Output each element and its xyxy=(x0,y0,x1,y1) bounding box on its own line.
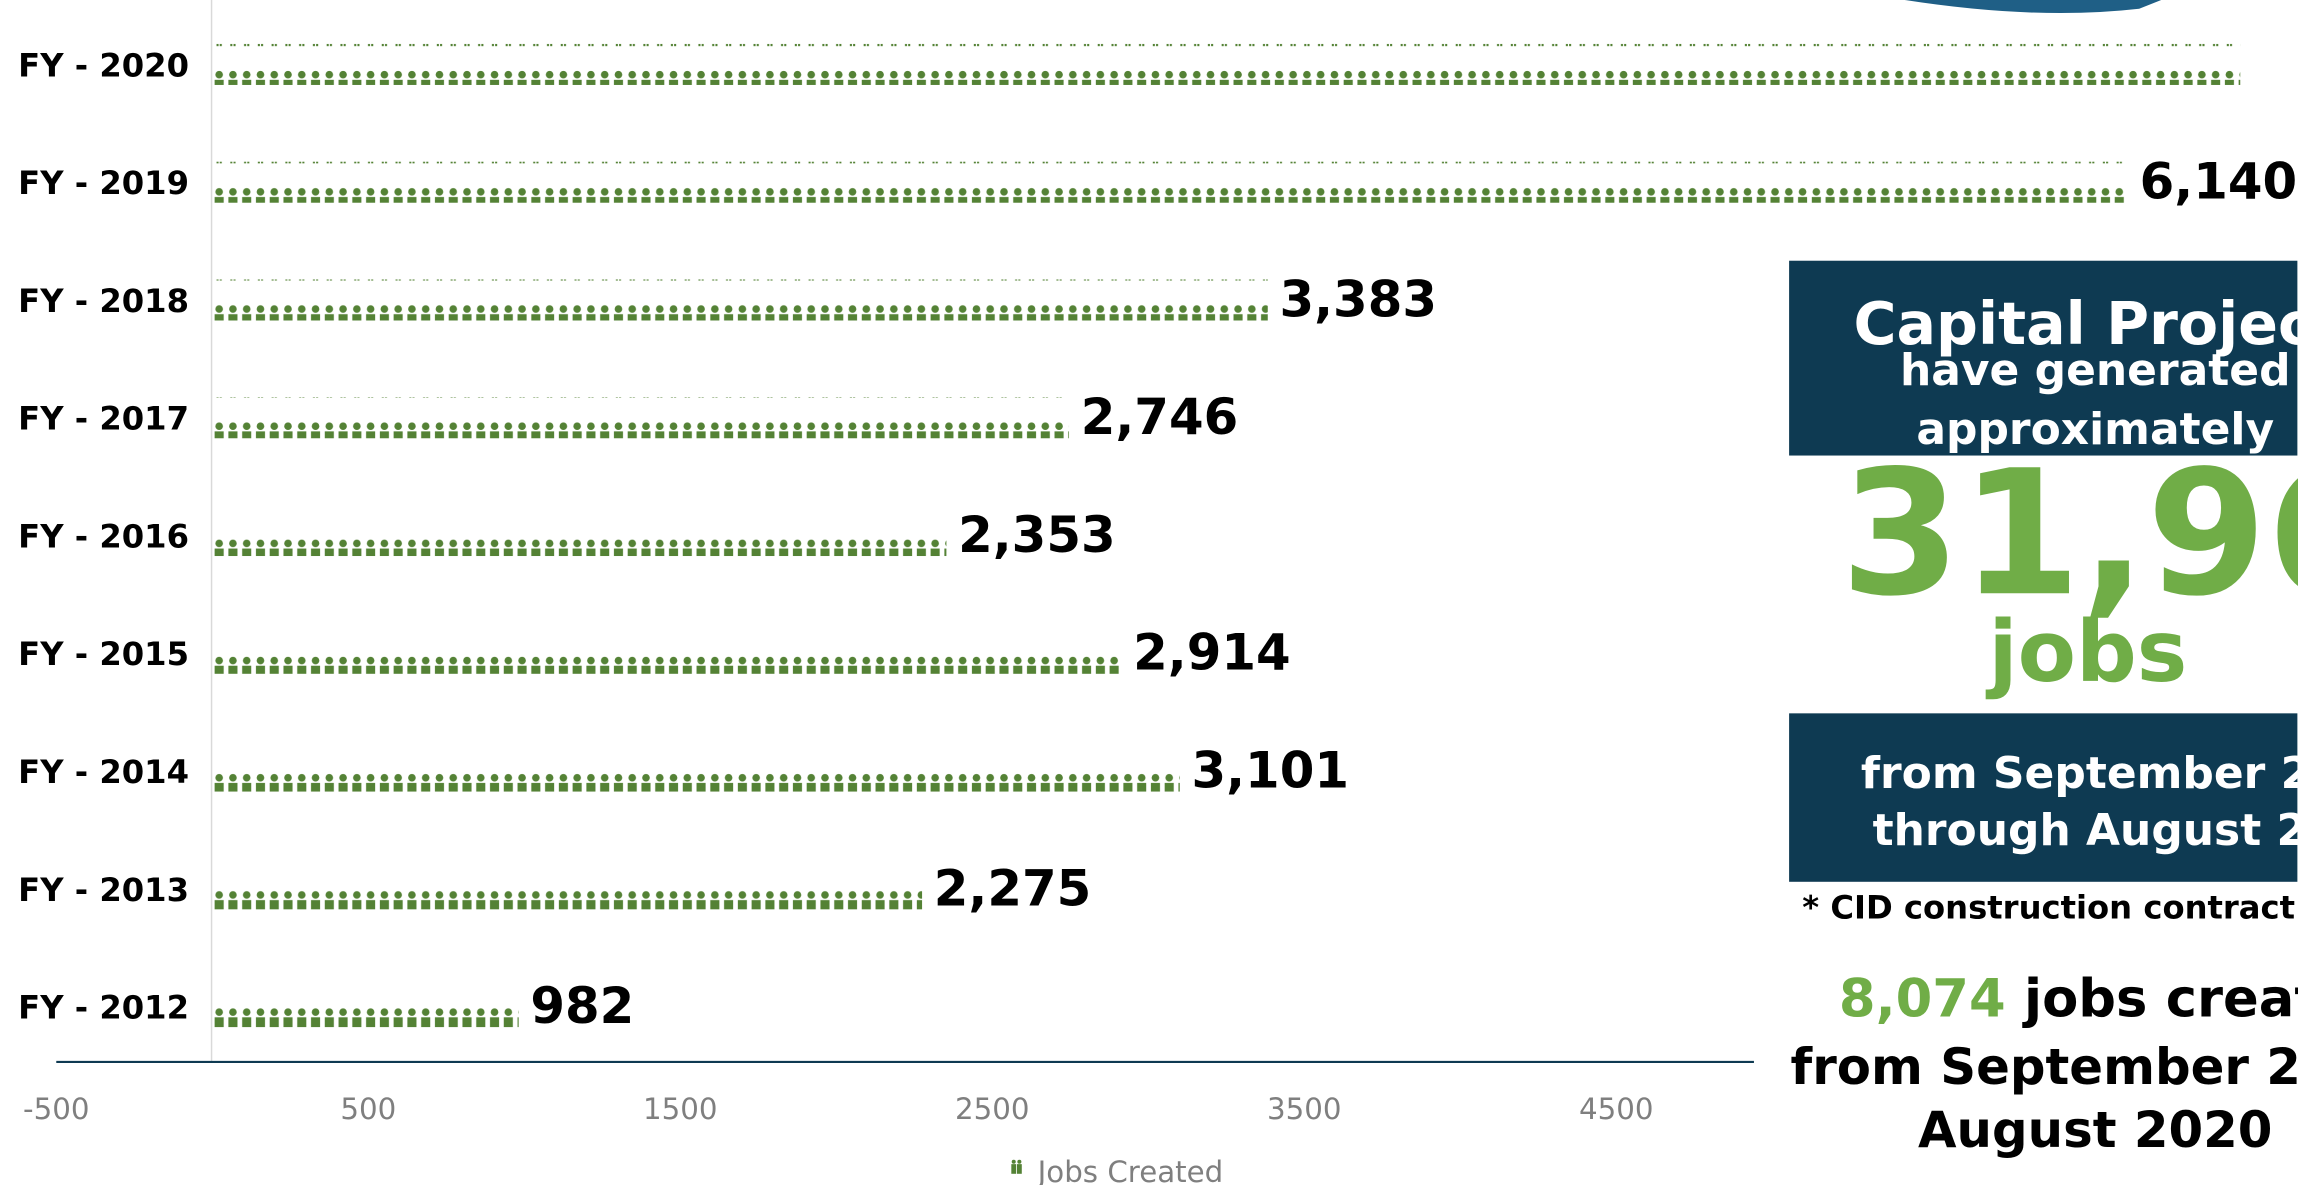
bar xyxy=(212,868,923,910)
cid-text: jobs create xyxy=(2006,969,2298,1030)
y-tick-label: FY - 2015 xyxy=(18,635,189,673)
panel-box xyxy=(1789,713,2298,882)
y-tick-label: FY - 2016 xyxy=(18,517,189,555)
x-tick-label: 4500 xyxy=(1579,1092,1654,1126)
y-tick-label: FY - 2013 xyxy=(18,871,189,909)
bar xyxy=(212,632,1122,674)
panel-line: from September 20 xyxy=(1861,748,2298,799)
legend-icon-part xyxy=(1017,1159,1022,1164)
panel-line: approximately xyxy=(1916,404,2274,455)
legend-icon-part xyxy=(1016,1164,1022,1174)
x-tick-label: 3500 xyxy=(1267,1092,1342,1126)
bar xyxy=(212,515,947,557)
y-tick-label: FY - 2018 xyxy=(18,282,189,320)
bar xyxy=(212,43,2241,85)
panel-heading: Capital Project xyxy=(1854,290,2298,358)
panel-line: through August 202 xyxy=(1873,805,2298,856)
panel-box xyxy=(1789,260,2298,456)
legend-icon-part xyxy=(1011,1159,1016,1164)
y-tick-label: FY - 2012 xyxy=(18,989,189,1027)
y-tick-label: FY - 2017 xyxy=(18,400,189,438)
panel-unit: jobs xyxy=(1986,603,2188,702)
y-tick-label: FY - 2014 xyxy=(18,753,189,791)
panel-total: 31,968 xyxy=(1840,433,2298,634)
legend-label: Jobs Created xyxy=(1036,1155,1224,1185)
bar xyxy=(212,986,519,1028)
value-label: 2,914 xyxy=(1133,624,1291,682)
panel-line: August 2020 xyxy=(1918,1101,2272,1159)
legend-icon xyxy=(1011,1159,1022,1174)
y-tick-label: FY - 2019 xyxy=(18,164,189,202)
x-tick-label: 2500 xyxy=(955,1092,1030,1126)
panel-cid: 8,074 jobs create xyxy=(1839,969,2298,1030)
value-label: 3,101 xyxy=(1191,741,1349,799)
x-tick-label: 1500 xyxy=(643,1092,718,1126)
legend-icon-part xyxy=(1011,1164,1017,1174)
x-tick-label: -500 xyxy=(23,1092,89,1126)
value-label: 982 xyxy=(530,977,634,1035)
value-label: 2,353 xyxy=(958,506,1116,564)
x-tick-label: 500 xyxy=(340,1092,396,1126)
cid-value: 8,074 xyxy=(1839,969,2006,1030)
bar xyxy=(212,750,1180,792)
bar xyxy=(212,397,1070,439)
panel-line: from September 201 xyxy=(1791,1038,2298,1096)
value-label: 3,383 xyxy=(1279,270,1437,328)
bar xyxy=(212,279,1268,321)
y-tick-label: FY - 2020 xyxy=(18,46,189,84)
bar xyxy=(212,161,2128,203)
value-label: 2,746 xyxy=(1081,388,1239,446)
value-label: 6,140 xyxy=(2140,153,2298,211)
decoration xyxy=(1904,0,2162,14)
panel-line: have generated xyxy=(1900,345,2291,396)
value-label: 2,275 xyxy=(934,859,1092,917)
panel-note: * CID construction contract xyxy=(1802,888,2295,926)
